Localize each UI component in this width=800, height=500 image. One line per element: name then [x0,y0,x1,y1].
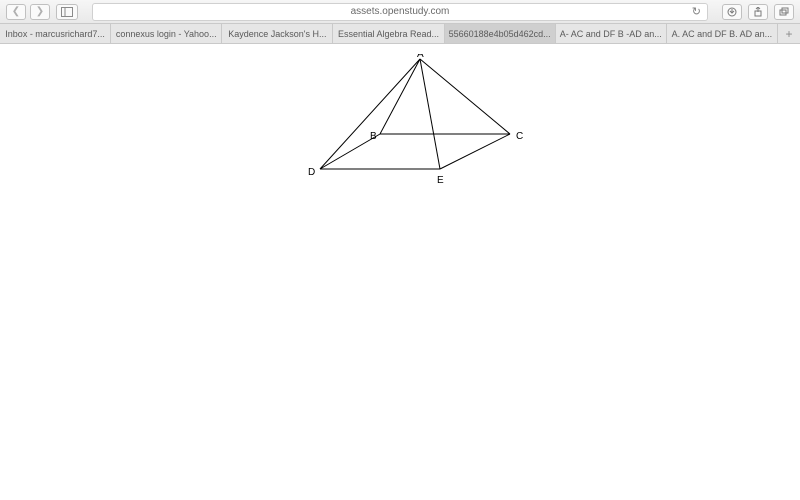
tab-label: A. AC and DF B. AD an... [672,29,773,39]
vertex-label-c: C [516,131,523,142]
tab-1[interactable]: connexus login - Yahoo... [111,24,222,43]
downloads-button[interactable] [722,4,742,20]
tab-label: Essential Algebra Read... [338,29,439,39]
tab-label: A- AC and DF B -AD an... [560,29,662,39]
back-button[interactable]: ❮ [6,4,26,20]
pyramid-diagram: A B C D E [300,54,530,189]
page-content: A B C D E [0,44,800,500]
vertex-label-b: B [370,131,377,142]
tabs-button[interactable] [774,4,794,20]
tabs-icon [779,7,789,17]
reload-icon[interactable]: ↻ [692,5,701,18]
toolbar-right [722,4,794,20]
share-button[interactable] [748,4,768,20]
tab-bar: Inbox - marcusrichard7... connexus login… [0,24,800,44]
share-icon [753,7,763,17]
new-tab-button[interactable]: + [778,24,800,43]
tab-3[interactable]: Essential Algebra Read... [333,24,444,43]
address-bar[interactable]: assets.openstudy.com ↻ [92,3,708,21]
vertex-label-e: E [437,175,444,184]
browser-toolbar: ❮ ❯ assets.openstudy.com ↻ [0,0,800,24]
sidebar-toggle-button[interactable] [56,4,78,20]
tab-2[interactable]: Kaydence Jackson's H... [222,24,333,43]
tab-0[interactable]: Inbox - marcusrichard7... [0,24,111,43]
tab-6[interactable]: A. AC and DF B. AD an... [667,24,778,43]
tab-5[interactable]: A- AC and DF B -AD an... [556,24,667,43]
url-text: assets.openstudy.com [351,6,450,17]
tab-label: Kaydence Jackson's H... [228,29,326,39]
vertex-label-d: D [308,167,315,178]
tab-4[interactable]: 55660188e4b05d462cd... [445,24,556,43]
tab-label: 55660188e4b05d462cd... [449,29,551,39]
pyramid-svg: A B C D E [300,54,530,184]
download-icon [727,7,737,17]
forward-button[interactable]: ❯ [30,4,50,20]
tab-label: connexus login - Yahoo... [116,29,217,39]
vertex-label-a: A [417,54,424,60]
sidebar-icon [61,7,73,17]
tab-label: Inbox - marcusrichard7... [5,29,105,39]
nav-buttons: ❮ ❯ [6,4,50,20]
